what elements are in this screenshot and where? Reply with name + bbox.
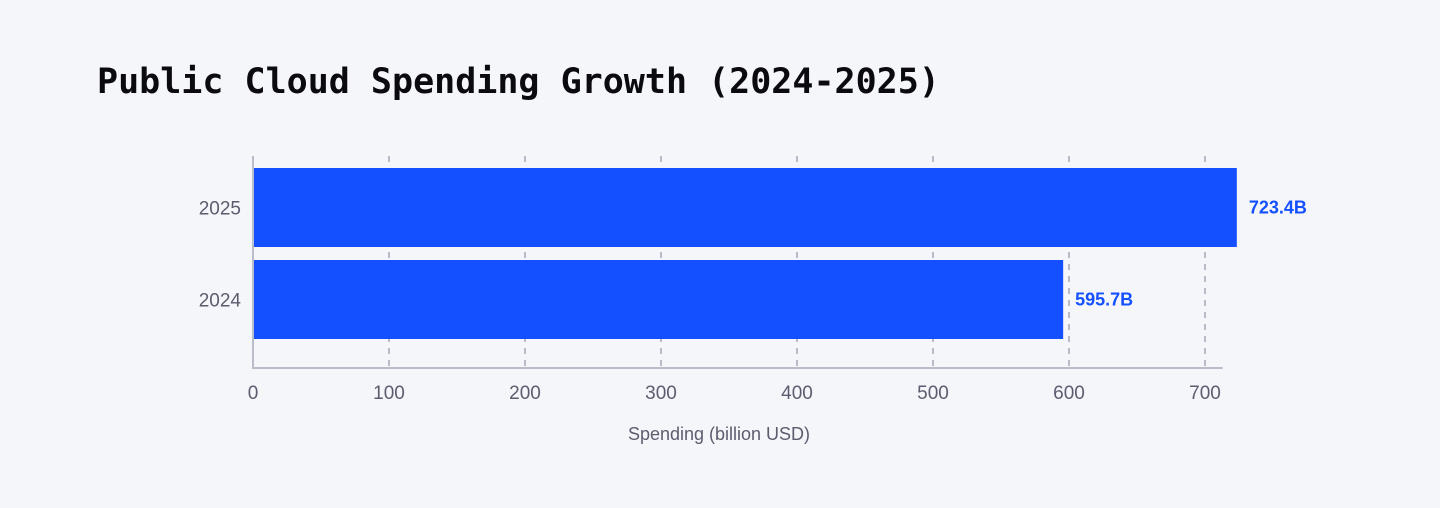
x-tick-label: 400 xyxy=(781,383,813,404)
x-axis-label: Spending (billion USD) xyxy=(628,424,810,444)
bar-2024 xyxy=(253,260,1064,339)
y-tick-label: 2024 xyxy=(199,291,242,312)
data-label-2025: 723.4B xyxy=(1249,198,1307,218)
x-tick-label: 100 xyxy=(373,383,405,404)
x-tick-label: 300 xyxy=(645,383,677,404)
chart-title: Public Cloud Spending Growth (2024-2025) xyxy=(97,62,940,102)
x-tick-label: 600 xyxy=(1053,383,1085,404)
data-label-2024: 595.7B xyxy=(1075,290,1133,310)
bar-2025 xyxy=(253,168,1237,247)
y-tick-label: 2025 xyxy=(199,199,241,220)
x-tick-label: 500 xyxy=(917,383,949,404)
x-tick-label: 200 xyxy=(509,383,541,404)
x-tick-label: 700 xyxy=(1189,383,1221,404)
x-tick-label: 0 xyxy=(248,383,259,404)
